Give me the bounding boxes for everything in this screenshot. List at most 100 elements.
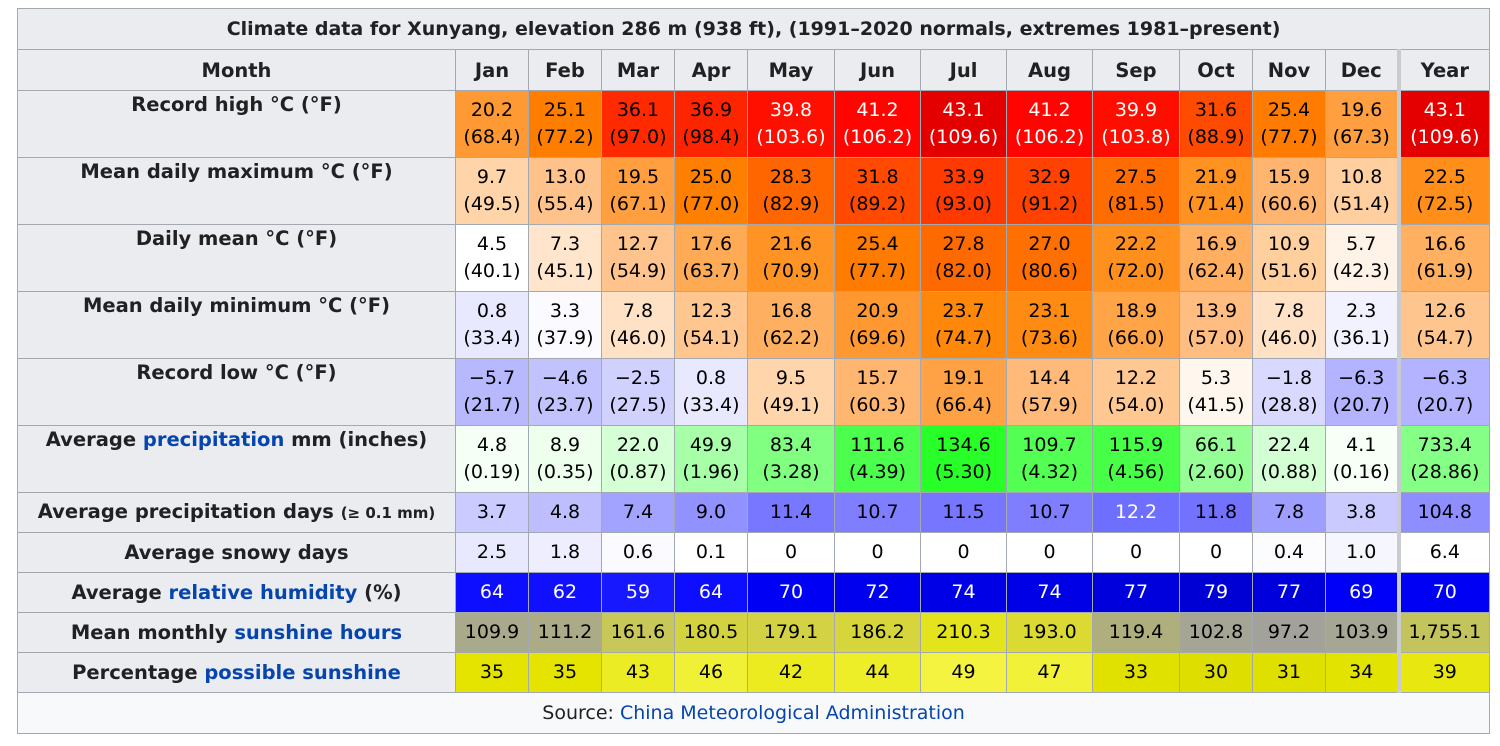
value-secondary: (109.6) [1410,126,1480,148]
value-cell: 9.5 (49.1) [747,358,835,426]
value-secondary: (27.5) [609,394,667,416]
value-primary: 19.1 [942,367,985,389]
value-cell: 46 [674,652,748,693]
value-cell: −4.6 (23.7) [528,358,602,426]
value-primary: −1.8 [1265,367,1313,389]
value-primary: 5.7 [1346,233,1377,255]
value-cell: 32.9 (91.2) [1006,157,1093,225]
row-header: Average precipitation days (≥ 0.1 mm) [17,492,456,533]
source-label: Source: [542,702,620,724]
value-secondary: (60.6) [1260,193,1318,215]
value-secondary: (51.4) [1332,193,1390,215]
value-primary: 0.8 [476,300,508,322]
value-cell: 30 [1179,652,1253,693]
value-cell: 12.2 (54.0) [1092,358,1180,426]
value-cell: 4.5 (40.1) [455,224,529,292]
value-cell: 23.1 (73.6) [1006,291,1093,359]
value-primary: 31.6 [1194,99,1238,121]
table-title: Climate data for Xunyang, elevation 286 … [16,8,1491,50]
value-primary: 14.4 [1028,367,1071,389]
value-secondary: (1.96) [682,461,740,483]
value-secondary: (67.3) [1332,126,1390,148]
row-header-link[interactable]: relative humidity [168,581,358,604]
source-link[interactable]: China Meteorological Administration [619,702,965,724]
value-cell: 210.3 [920,612,1007,653]
value-secondary: (3.28) [762,461,820,483]
value-secondary: (33.4) [463,327,521,349]
value-primary: 13.0 [543,166,587,188]
value-cell: 43 [601,652,675,693]
table-row: Average precipitation mm (inches) 4.8 (0.1… [17,425,1491,493]
value-primary: 109.9 [464,621,520,643]
value-secondary: (106.2) [1014,126,1085,148]
value-cell: 77 [1252,572,1326,613]
year-value-cell: 16.6 (61.9) [1396,224,1491,292]
value-primary: 74 [1037,581,1062,603]
month-header-row: Month Jan Feb Mar Apr May Jun Jul Aug Sep Oct Nov D… [17,49,1491,91]
value-secondary: (72.5) [1416,193,1474,215]
value-cell: 28.3 (82.9) [747,157,835,225]
value-cell: 11.4 [747,492,835,533]
value-primary: 22.0 [616,434,660,456]
value-primary: 7.8 [622,300,654,322]
value-cell: 35 [455,652,529,693]
value-primary: 9.5 [775,367,807,389]
value-secondary: (72.0) [1107,260,1165,282]
value-primary: 34 [1349,661,1374,683]
value-cell: 0 [834,532,921,573]
value-cell: 19.5 (67.1) [601,157,675,225]
value-cell: 0 [1179,532,1253,573]
value-cell: 33 [1092,652,1180,693]
value-primary: 23.1 [1028,300,1071,322]
value-secondary: (66.4) [934,394,993,416]
month-header-apr: Apr [674,49,748,91]
value-secondary: (0.16) [1332,461,1390,483]
value-cell: 13.9 (57.0) [1179,291,1253,359]
value-secondary: (33.4) [682,394,740,416]
value-cell: 74 [1006,572,1093,613]
value-primary: −4.6 [541,367,589,389]
value-primary: 12.2 [1114,501,1158,523]
month-header-sep: Sep [1092,49,1180,91]
value-cell: 17.6 (63.7) [674,224,748,292]
value-primary: 0.1 [695,541,727,563]
row-header-link[interactable]: precipitation [142,428,285,451]
value-primary: 62 [552,581,578,603]
value-secondary: (89.2) [848,193,907,215]
value-primary: 0 [784,541,798,563]
value-primary: 7.3 [549,233,581,255]
row-header-link[interactable]: sunshine hours [234,621,403,644]
value-secondary: (60.3) [848,394,907,416]
row-header: Mean daily minimum °C (°F) [17,291,456,359]
value-primary: 31 [1276,661,1302,683]
year-value-cell: 39 [1396,652,1491,693]
value-primary: 43.1 [1423,99,1466,121]
value-primary: 16.9 [1194,233,1238,255]
value-primary: 97.2 [1267,621,1311,643]
value-primary: 25.4 [1267,99,1311,121]
value-cell: 25.4 (77.7) [834,224,921,292]
value-secondary: (106.2) [842,126,913,148]
value-primary: 10.7 [856,501,899,523]
value-cell: 4.8 [528,492,602,533]
value-secondary: (0.87) [609,461,667,483]
value-cell: 0 [1092,532,1180,573]
value-primary: 42 [778,661,804,683]
value-primary: 210.3 [936,621,991,643]
row-header: Average precipitation mm (inches) [17,425,456,493]
value-secondary: (73.6) [1020,327,1079,349]
value-primary: 17.6 [689,233,733,255]
value-secondary: (4.32) [1020,461,1079,483]
row-header: Record high °C (°F) [17,90,456,158]
value-secondary: (63.7) [682,260,740,282]
value-secondary: (21.7) [463,394,521,416]
row-header-text: Percentage [72,661,205,684]
month-header-year: Year [1396,49,1491,91]
row-header-link[interactable]: possible sunshine [204,661,401,684]
value-primary: 41.2 [856,99,899,121]
value-primary: 180.5 [683,621,739,643]
value-cell: 39.8 (103.6) [747,90,835,158]
value-primary: 10.8 [1340,166,1383,188]
value-primary: 103.9 [1334,621,1389,643]
value-secondary: (82.0) [934,260,993,282]
